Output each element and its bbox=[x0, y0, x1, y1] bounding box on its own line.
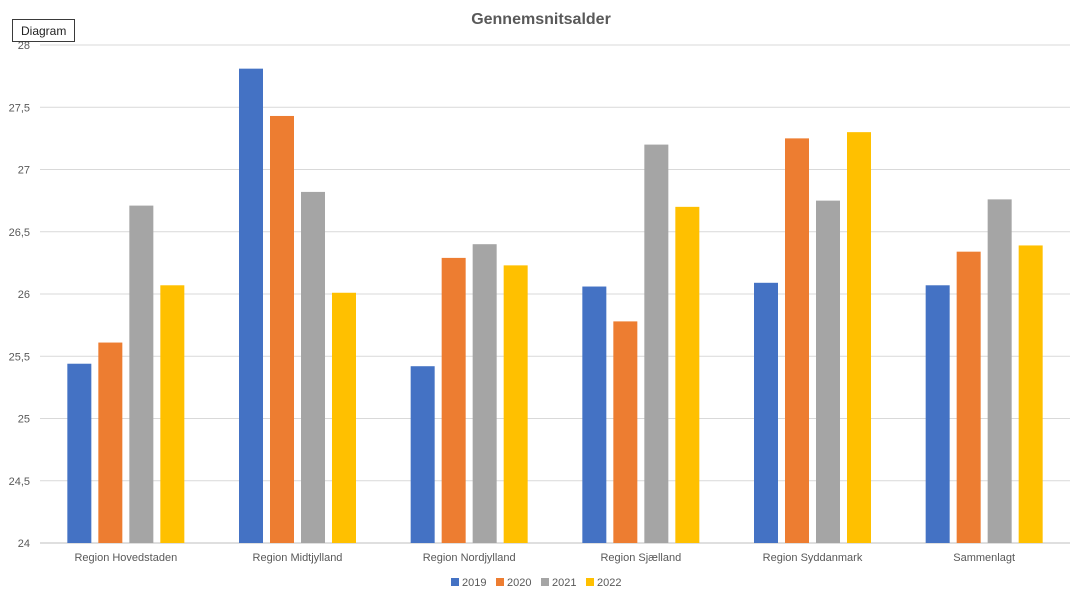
x-tick-label: Region Nordjylland bbox=[423, 552, 516, 564]
bar[interactable] bbox=[67, 363, 92, 543]
legend-label[interactable]: 2022 bbox=[597, 577, 621, 589]
bar[interactable] bbox=[847, 132, 871, 543]
legend-swatch bbox=[451, 578, 459, 586]
gridlines bbox=[40, 44, 1070, 544]
bar[interactable] bbox=[1018, 245, 1043, 543]
bar[interactable] bbox=[410, 366, 435, 543]
legend-swatch bbox=[496, 578, 504, 586]
x-tick-label: Region Midtjylland bbox=[253, 552, 343, 564]
legend-swatch bbox=[586, 578, 594, 586]
bar[interactable] bbox=[956, 251, 981, 544]
bar[interactable] bbox=[644, 144, 669, 543]
y-tick-label: 24,5 bbox=[9, 476, 30, 488]
bar[interactable] bbox=[613, 321, 638, 543]
bar[interactable] bbox=[301, 191, 325, 543]
y-tick-label: 27 bbox=[18, 165, 30, 177]
x-axis-labels: Region Hovedstaden Region Midtjylland Regi… bbox=[74, 552, 1015, 564]
x-tick-label: Sammenlagt bbox=[953, 552, 1015, 564]
y-tick-label: 25 bbox=[18, 414, 30, 426]
bar[interactable] bbox=[754, 282, 778, 543]
bar[interactable] bbox=[239, 68, 263, 543]
y-tick-label: 24 bbox=[18, 538, 30, 550]
y-tick-label: 28 bbox=[18, 40, 30, 52]
bars bbox=[67, 68, 1043, 544]
bar[interactable] bbox=[785, 138, 809, 543]
bar[interactable] bbox=[98, 342, 123, 543]
chart-type-tag[interactable]: Diagram bbox=[12, 19, 76, 42]
legend-label[interactable]: 2021 bbox=[552, 577, 576, 589]
bar[interactable] bbox=[816, 200, 840, 543]
y-tick-label: 26 bbox=[18, 289, 30, 301]
bar[interactable] bbox=[472, 244, 497, 543]
legend: 2019 2020 2021 2022 bbox=[451, 577, 621, 589]
bar[interactable] bbox=[129, 205, 154, 544]
bar[interactable] bbox=[925, 285, 950, 543]
y-tick-label: 25,5 bbox=[9, 351, 30, 363]
legend-label[interactable]: 2019 bbox=[462, 577, 486, 589]
y-axis-ticks: 24 24,5 25 25,5 26 26,5 27 27,5 28 bbox=[9, 40, 30, 550]
bar[interactable] bbox=[160, 285, 185, 543]
bar[interactable] bbox=[332, 292, 356, 543]
legend-swatch bbox=[541, 578, 549, 586]
x-tick-label: Region Sjælland bbox=[600, 552, 681, 564]
legend-label[interactable]: 2020 bbox=[507, 577, 531, 589]
bar[interactable] bbox=[582, 286, 607, 543]
x-tick-label: Region Syddanmark bbox=[763, 552, 863, 564]
chart-title: Gennemsnitsalder bbox=[471, 11, 611, 28]
bar[interactable] bbox=[441, 257, 466, 543]
y-tick-label: 26,5 bbox=[9, 227, 30, 239]
bar[interactable] bbox=[270, 115, 294, 543]
x-tick-label: Region Hovedstaden bbox=[74, 552, 177, 564]
bar[interactable] bbox=[503, 265, 528, 543]
y-tick-label: 27,5 bbox=[9, 102, 30, 114]
bar[interactable] bbox=[675, 206, 700, 543]
bar[interactable] bbox=[987, 199, 1012, 543]
